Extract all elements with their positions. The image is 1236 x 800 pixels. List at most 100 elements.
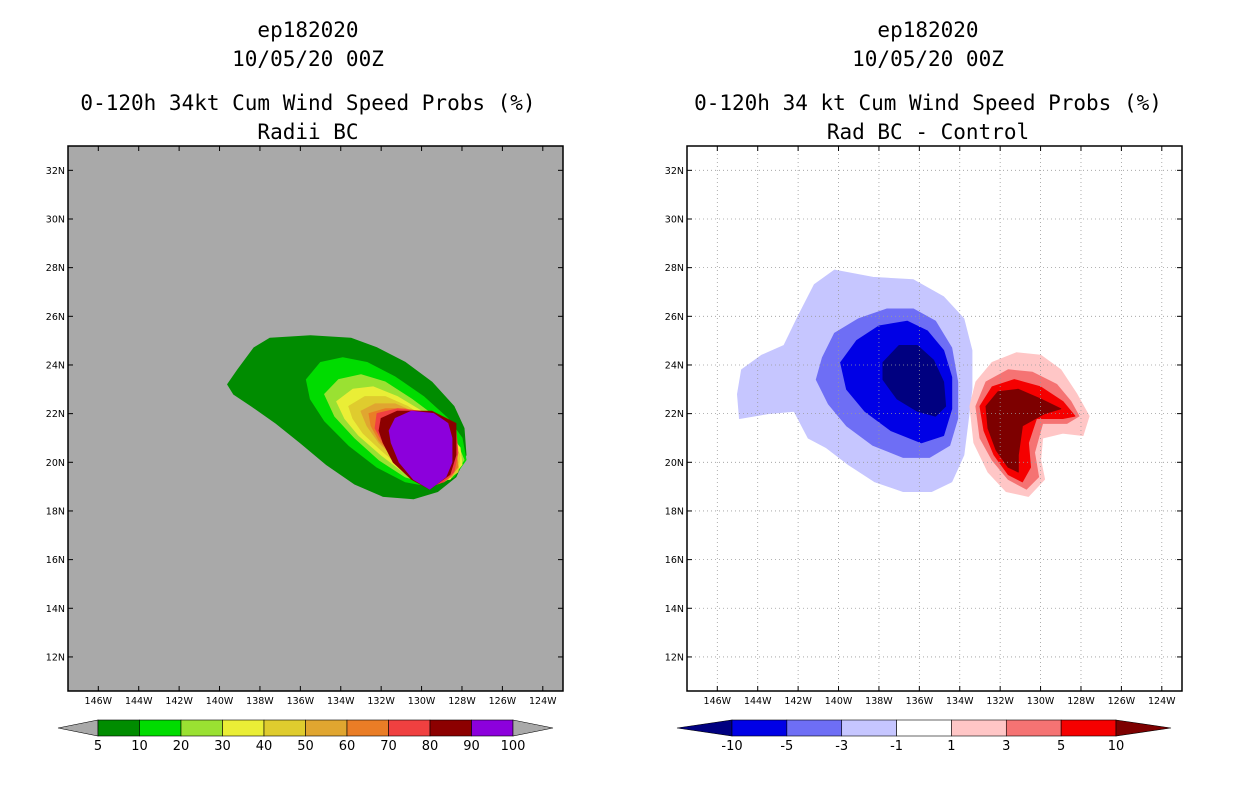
left-colorbar-bin-70-to-80: [388, 719, 431, 737]
right-contour--10: [882, 345, 947, 417]
right-contour-10: [985, 388, 1062, 473]
left-colorbar-bin-5-to-10: [97, 719, 140, 737]
right-colorbar-bin--5-to--3: [786, 719, 843, 737]
left-x-tick-label-134W: 134W: [327, 696, 355, 707]
right-y-tick-label-24N: 24N: [665, 360, 684, 371]
left-y-tick-label-18N: 18N: [46, 506, 65, 517]
right-plot-frame: [686, 145, 1183, 692]
right-x-tick-label-128W: 128W: [1067, 696, 1095, 707]
right-colorbar-bin-1-to-3: [951, 719, 1007, 737]
right-colorbar-label-5: 5: [1057, 739, 1065, 754]
left-contour-90: [388, 410, 453, 490]
left-x-tick-label-128W: 128W: [448, 696, 476, 707]
left-title-storm: ep182020: [257, 18, 359, 42]
left-y-tick-label-24N: 24N: [46, 360, 65, 371]
left-colorbar-label-5: 5: [94, 739, 102, 754]
left-colorbar-under: [57, 719, 99, 737]
right-y-tick-label-20N: 20N: [665, 458, 684, 469]
left-x-tick-label-144W: 144W: [125, 696, 153, 707]
right-x-tick-label-142W: 142W: [784, 696, 812, 707]
left-colorbar: 5 10 20 30 40 50 60 70 80 90 100: [57, 719, 554, 754]
left-colorbar-over: [512, 719, 554, 737]
left-colorbar-label-40: 40: [256, 739, 273, 754]
left-contours: [227, 335, 467, 500]
left-title-date: 10/05/20 00Z: [232, 47, 384, 71]
left-x-tick-label-130W: 130W: [408, 696, 436, 707]
right-title-storm: ep182020: [877, 18, 979, 42]
right-x-tick-label-140W: 140W: [825, 696, 853, 707]
left-colorbar-bin-30-to-40: [222, 719, 265, 737]
right-x-tick-label-146W: 146W: [704, 696, 732, 707]
left-y-tick-label-16N: 16N: [46, 555, 65, 566]
right-y-tick-label-16N: 16N: [665, 555, 684, 566]
right-colorbar-label--10: -10: [721, 739, 742, 754]
left-colorbar-label-90: 90: [463, 739, 480, 754]
left-colorbar-label-80: 80: [422, 739, 439, 754]
left-x-tick-label-142W: 142W: [165, 696, 193, 707]
right-colorbar-label--5: -5: [780, 739, 793, 754]
left-colorbar-bin-90-to-100: [471, 719, 514, 737]
right-colorbar-bin--1-to-1: [896, 719, 952, 737]
left-x-tick-label-132W: 132W: [367, 696, 395, 707]
right-title-product: 0-120h 34 kt Cum Wind Speed Probs (%): [694, 91, 1162, 115]
right-x-tick-label-138W: 138W: [865, 696, 893, 707]
left-colorbar-bin-20-to-30: [180, 719, 223, 737]
left-colorbar-label-20: 20: [173, 739, 190, 754]
panel-right: 146W 144W 142W 140W 138W 136W 134W 132W 130W 128W…: [665, 145, 1183, 754]
left-y-tick-label-14N: 14N: [46, 604, 65, 615]
left-x-tick-label-138W: 138W: [246, 696, 274, 707]
left-colorbar-bin-80-to-90: [429, 719, 472, 737]
left-colorbar-bin-60-to-70: [346, 719, 389, 737]
left-y-tick-label-22N: 22N: [46, 409, 65, 420]
right-y-tick-label-12N: 12N: [665, 652, 684, 663]
right-colorbar: -10 -5 -3 -1 1 3 5 10: [676, 719, 1172, 754]
left-colorbar-label-100: 100: [501, 739, 526, 754]
right-colorbar-label-1: 1: [947, 739, 955, 754]
left-colorbar-label-50: 50: [297, 739, 314, 754]
left-x-tick-label-140W: 140W: [206, 696, 234, 707]
right-x-tick-label-136W: 136W: [906, 696, 934, 707]
left-colorbar-label-30: 30: [214, 739, 231, 754]
right-colorbar-label-10: 10: [1108, 739, 1125, 754]
right-panel-title: ep182020 10/05/20 00Z 0-120h 34 kt Cum W…: [678, 16, 1178, 147]
left-plot-frame: [67, 145, 564, 692]
left-y-tick-label-28N: 28N: [46, 263, 65, 274]
left-colorbar-bin-10-to-20: [139, 719, 182, 737]
right-contours: [737, 269, 1090, 497]
left-colorbar-bin-50-to-60: [305, 719, 348, 737]
right-colorbar-bin-5-to-10: [1060, 719, 1117, 737]
right-colorbar-bin--10-to--5: [731, 719, 788, 737]
left-colorbar-bin-40-to-50: [263, 719, 306, 737]
right-y-tick-label-14N: 14N: [665, 604, 684, 615]
left-title-subtitle: Radii BC: [257, 120, 359, 144]
left-x-tick-label-126W: 126W: [489, 696, 517, 707]
right-x-tick-label-132W: 132W: [986, 696, 1014, 707]
right-y-tick-label-18N: 18N: [665, 506, 684, 517]
left-x-tick-label-136W: 136W: [287, 696, 315, 707]
panel-left: 146W 144W 142W 140W 138W 136W 134W 132W 130W 128W…: [46, 145, 564, 754]
right-colorbar-label-3: 3: [1002, 739, 1010, 754]
left-colorbar-label-60: 60: [339, 739, 356, 754]
right-y-tick-label-26N: 26N: [665, 312, 684, 323]
right-y-tick-label-32N: 32N: [665, 166, 684, 177]
right-colorbar-label--3: -3: [835, 739, 848, 754]
left-panel-title: ep182020 10/05/20 00Z 0-120h 34kt Cum Wi…: [58, 16, 558, 147]
right-colorbar-label--1: -1: [890, 739, 903, 754]
right-colorbar-bin-3-to-5: [1005, 719, 1062, 737]
right-colorbar-under: [676, 719, 733, 737]
right-x-tick-label-130W: 130W: [1027, 696, 1055, 707]
right-x-tick-label-144W: 144W: [744, 696, 772, 707]
left-x-tick-label-124W: 124W: [529, 696, 557, 707]
left-y-tick-label-30N: 30N: [46, 214, 65, 225]
right-x-tick-label-124W: 124W: [1148, 696, 1176, 707]
right-y-tick-label-28N: 28N: [665, 263, 684, 274]
right-title-subtitle: Rad BC - Control: [826, 120, 1030, 144]
right-x-tick-label-126W: 126W: [1108, 696, 1136, 707]
right-x-tick-label-134W: 134W: [946, 696, 974, 707]
right-title-date: 10/05/20 00Z: [852, 47, 1004, 71]
left-colorbar-label-10: 10: [131, 739, 148, 754]
left-x-tick-label-146W: 146W: [85, 696, 113, 707]
right-gridlines: [687, 146, 1182, 691]
right-colorbar-over: [1115, 719, 1172, 737]
